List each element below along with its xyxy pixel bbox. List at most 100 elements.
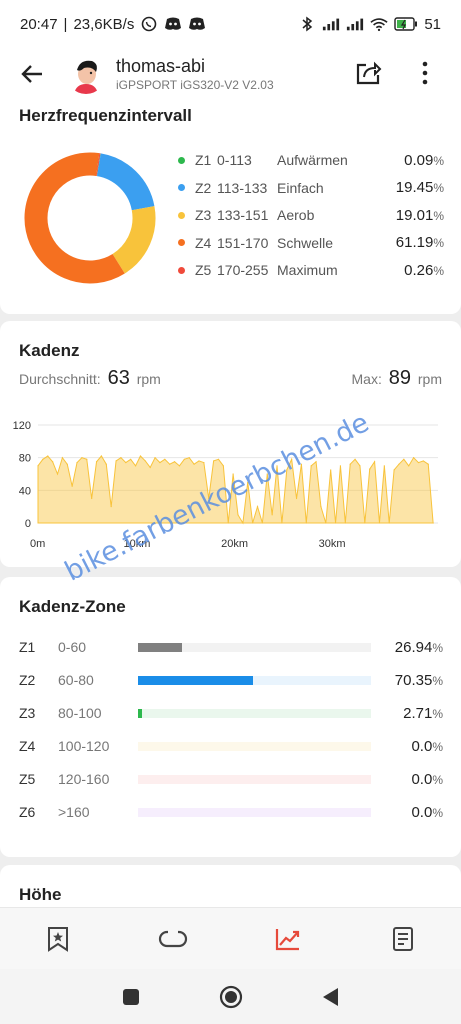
cadence-point (173, 461, 176, 463)
hr-zone-percent: 19.01% (396, 207, 444, 224)
hr-zone-percent: 19.45% (396, 179, 444, 196)
user-name: thomas-abi (116, 56, 206, 76)
hr-zone-dot (178, 266, 185, 274)
cadence-point (305, 522, 307, 524)
hr-zone-percent: 0.26% (404, 262, 444, 279)
cadence-point (105, 463, 107, 465)
discord-icon (164, 15, 182, 33)
cadence-point (164, 458, 166, 460)
cadence-point (310, 465, 312, 467)
cadence-point (169, 463, 171, 465)
cadence-point (115, 460, 117, 462)
cadence-point (208, 497, 210, 500)
status-time: 20:47 (20, 15, 58, 33)
hr-zone-name: Einfach (277, 179, 324, 196)
hr-zone-range: 113-133 (217, 179, 268, 196)
arrow-left-icon (21, 65, 42, 83)
cadence-point (408, 465, 410, 467)
cadence-zone-percent: 0.0% (411, 771, 443, 788)
cadence-point (120, 457, 122, 459)
cadence-point (110, 506, 112, 508)
hr-zone-label: Z3 (195, 207, 212, 223)
hr-zone-label: Z1 (195, 152, 212, 168)
cadence-zone-track (138, 741, 371, 751)
cadence-point (359, 465, 361, 467)
hr-zone-pct-value: 19.01 (395, 206, 434, 224)
max-label: Max: (351, 371, 382, 387)
cadence-point (383, 465, 385, 467)
cadence-zone-row: Z6 >160 0.0% (19, 801, 443, 823)
donut-slice-z4 (24, 152, 125, 284)
cadence-point (125, 461, 127, 464)
cadence-chart: 120 80 40 0 0m 10km 20km 30km (13, 420, 438, 550)
cadence-point (422, 460, 424, 462)
cadence-zone-range: 60-80 (58, 672, 94, 688)
cadence-point (432, 522, 434, 524)
cadence-card: Kadenz Durchschnitt: 63 rpm Max: 89 rpm … (0, 321, 461, 567)
cadence-point (320, 506, 322, 508)
cadence-point (76, 461, 78, 464)
signal-icon (322, 15, 340, 33)
home-button[interactable] (216, 982, 246, 1012)
cadence-point (271, 514, 273, 516)
cadence-point (61, 457, 63, 459)
cadence-point (286, 469, 288, 471)
cadence-zone-row: Z5 120-160 0.0% (19, 768, 443, 790)
cadence-zone-label: Z4 (19, 738, 36, 754)
elevation-card: Höhe (0, 865, 461, 915)
cadence-zone-range: >160 (58, 804, 90, 820)
cadence-zone-card: Kadenz-Zone Z1 0-60 26.94% Z2 60-80 70.35% Z3 8… (0, 577, 461, 857)
battery-icon (394, 15, 418, 33)
pct-sign: % (433, 181, 444, 195)
nav-document[interactable] (373, 914, 433, 964)
nav-chart[interactable] (258, 914, 318, 964)
cadence-point (130, 458, 132, 460)
donut-slice-z2 (96, 153, 155, 211)
avg-value: 63 (107, 367, 130, 389)
cadence-zone-track (138, 675, 371, 685)
cadence-point (139, 455, 142, 457)
cadence-point (159, 461, 161, 464)
bookmark-icon (47, 926, 68, 952)
heart-rate-card: Herzfrequenzintervall Z1 0-113 Aufwärmen 0.… (0, 100, 461, 314)
hr-zone-row: Z4 151-170 Schwelle 61.19% (178, 233, 444, 253)
cadence-point (213, 460, 215, 462)
cadence-zone-pct-value: 26.94 (394, 638, 433, 656)
hr-zone-name: Maximum (277, 262, 338, 278)
cadence-zone-percent: 0.0% (411, 804, 443, 821)
back-system-button[interactable] (316, 982, 346, 1012)
hr-zone-pct-value: 0.09 (404, 151, 434, 169)
recents-button[interactable] (116, 982, 146, 1012)
battery-level: 51 (424, 15, 441, 33)
cadence-point (281, 522, 283, 524)
chart-icon (276, 928, 300, 950)
pct-sign: % (432, 805, 443, 820)
nav-loop[interactable] (143, 914, 203, 964)
cadence-point (232, 473, 234, 475)
cadence-zone-row: Z3 80-100 2.71% (19, 702, 443, 724)
cadence-zone-range: 0-60 (58, 639, 87, 655)
cadence-point (66, 463, 68, 465)
more-button[interactable] (410, 56, 440, 90)
hr-zone-row: Z5 170-255 Maximum 0.26% (178, 260, 444, 280)
nav-bookmark[interactable] (28, 914, 88, 964)
cadence-point (388, 522, 390, 524)
cadence-point (227, 522, 229, 524)
cadence-point (417, 461, 420, 464)
cadence-zone-fill (138, 642, 182, 652)
y-tick-label: 80 (19, 453, 31, 465)
back-button[interactable] (6, 48, 58, 100)
cadence-point (325, 522, 327, 524)
cadence-point (247, 481, 249, 483)
wifi-icon (370, 15, 388, 33)
hr-zone-row: Z1 0-113 Aufwärmen 0.09% (178, 150, 444, 170)
cadence-point (37, 465, 39, 467)
x-tick-label: 0m (30, 538, 45, 550)
cadence-point (193, 463, 195, 465)
pct-sign: % (433, 208, 444, 223)
share-button[interactable] (352, 56, 386, 90)
cadence-zone-track (138, 774, 371, 784)
cadence-zone-range: 120-160 (58, 771, 110, 787)
cadence-point (222, 465, 224, 467)
cadence-point (183, 458, 185, 460)
